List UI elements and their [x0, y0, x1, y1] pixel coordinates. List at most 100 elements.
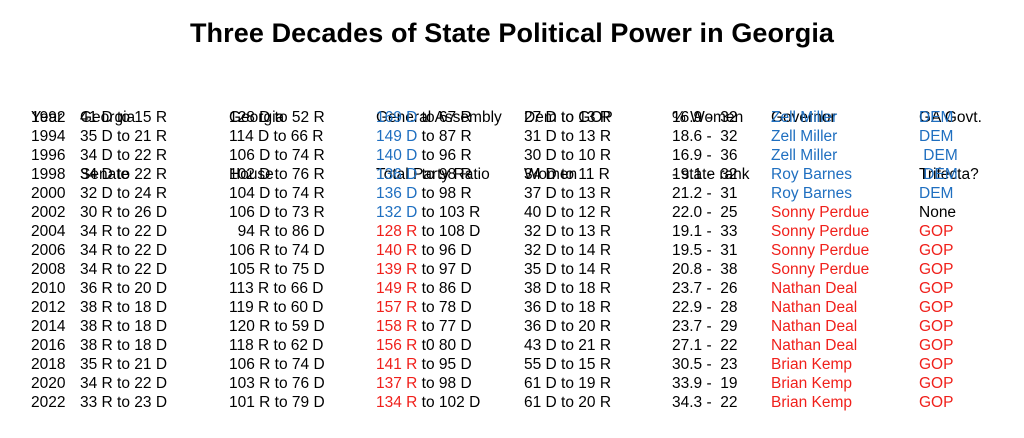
- table-row: 2018 35 R to 21 D 106 R to 74 D 141 R to 95…: [0, 355, 1024, 374]
- assembly-minority: to 103 R: [417, 204, 481, 221]
- table-row: 2012 38 R to 18 D 119 R to 60 D 157 R to 78…: [0, 298, 1024, 317]
- trifecta-cell: GOP: [919, 299, 954, 316]
- assembly-majority: 128 R: [376, 223, 418, 240]
- senate-cell: 34 R to 22 D: [80, 261, 168, 278]
- header-assembly-line-2: Total Party Ratio: [376, 166, 490, 183]
- governor-cell: Nathan Deal: [771, 337, 858, 354]
- assembly-minority: to 78 D: [417, 299, 472, 316]
- trifecta-cell: DEM: [919, 147, 958, 164]
- house-cell: 101 R to 79 D: [229, 394, 325, 411]
- governor-cell: Roy Barnes: [771, 166, 852, 183]
- pct-rank-cell: 19.1 - 32: [672, 166, 738, 183]
- house-cell: 119 R to 60 D: [229, 299, 324, 316]
- assembly-minority: to 96 D: [417, 242, 472, 259]
- year-cell: 2022: [31, 394, 66, 411]
- senate-cell: 41 D to 15 R: [80, 109, 168, 126]
- assembly-cell: 140 R to 96 D: [376, 241, 472, 260]
- pct-rank-cell: 27.1 - 22: [672, 337, 738, 354]
- table-row: 1996 34 D to 22 R 106 D to 74 R 140 D to 96…: [0, 146, 1024, 165]
- assembly-majority: 139 R: [376, 261, 418, 278]
- house-cell: 103 R to 76 D: [229, 375, 325, 392]
- house-cell: 106 R to 74 D: [229, 356, 325, 373]
- year-cell: 2012: [31, 299, 66, 316]
- assembly-majority: 134 R: [376, 394, 418, 411]
- header-senate: Georgia Senate: [80, 70, 135, 222]
- table-row: 2014 38 R to 18 D 120 R to 59 D 158 R to 77…: [0, 317, 1024, 336]
- trifecta-cell: GOP: [919, 242, 954, 259]
- house-cell: 114 D to 66 R: [229, 128, 324, 145]
- house-cell: 105 R to 75 D: [229, 261, 325, 278]
- pct-rank-cell: 19.1 - 33: [672, 223, 738, 240]
- year-cell: 2002: [31, 204, 66, 221]
- header-row: Year Georgia Senate Georgia House Genera…: [0, 70, 1024, 183]
- header-house-line-2: House: [229, 166, 274, 183]
- assembly-majority: 158 R: [376, 318, 418, 335]
- trifecta-cell: DEM: [919, 185, 954, 202]
- assembly-majority: 137 R: [376, 375, 418, 392]
- year-cell: 2008: [31, 261, 66, 278]
- senate-cell: 34 R to 22 D: [80, 242, 168, 259]
- assembly-minority: to 98 R: [417, 185, 472, 202]
- header-year: Year: [31, 70, 62, 165]
- table-row: 2022 33 R to 23 D 101 R to 79 D 134 R to 10…: [0, 393, 1024, 412]
- governor-cell: Brian Kemp: [771, 356, 852, 373]
- year-cell: 2020: [31, 375, 66, 392]
- women-cell: 31 D to 13 R: [524, 128, 612, 145]
- power-table: Year Georgia Senate Georgia House Genera…: [0, 70, 1024, 412]
- women-cell: 40 D to 12 R: [524, 204, 612, 221]
- governor-cell: Brian Kemp: [771, 375, 852, 392]
- women-cell: 61 D to 19 R: [524, 375, 612, 392]
- pct-rank-cell: 21.2 - 31: [672, 185, 738, 202]
- header-governor-line-1: Governor: [771, 109, 836, 126]
- governor-cell: Sonny Perdue: [771, 242, 870, 259]
- pct-rank-cell: 34.3 - 22: [672, 394, 738, 411]
- governor-cell: Sonny Perdue: [771, 261, 870, 278]
- governor-cell: Zell Miller: [771, 147, 838, 164]
- year-cell: 2014: [31, 318, 66, 335]
- house-cell: 102 D to 76 R: [229, 166, 325, 183]
- assembly-cell: 136 D to 98 R: [376, 184, 472, 203]
- table-row: 2006 34 R to 22 D 106 R to 74 D 140 R to 96…: [0, 241, 1024, 260]
- year-cell: 2006: [31, 242, 66, 259]
- women-cell: 55 D to 15 R: [524, 356, 612, 373]
- trifecta-cell: GOP: [919, 375, 954, 392]
- trifecta-cell: None: [919, 204, 957, 221]
- assembly-cell: 134 R to 102 D: [376, 393, 480, 412]
- pct-rank-cell: 23.7 - 29: [672, 318, 738, 335]
- assembly-minority: to 77 D: [417, 318, 472, 335]
- house-cell: 106 D to 74 R: [229, 147, 325, 164]
- assembly-majority: 140 R: [376, 242, 418, 259]
- senate-cell: 38 R to 18 D: [80, 318, 168, 335]
- assembly-cell: 137 R to 98 D: [376, 374, 472, 393]
- house-cell: 118 R to 62 D: [229, 337, 324, 354]
- house-cell: 104 D to 74 R: [229, 185, 325, 202]
- header-assembly-line-1: General Assembly: [376, 109, 502, 126]
- trifecta-cell: GOP: [919, 318, 954, 335]
- senate-cell: 35 D to 21 R: [80, 128, 168, 145]
- year-cell: 1996: [31, 147, 66, 164]
- table-row: 1994 35 D to 21 R 114 D to 66 R 149 D to 87…: [0, 127, 1024, 146]
- trifecta-cell: DEM: [919, 166, 958, 183]
- header-pct-line-2: - state rank: [672, 166, 750, 183]
- assembly-cell: 128 R to 108 D: [376, 222, 480, 241]
- assembly-minority: to 86 D: [417, 280, 472, 297]
- senate-cell: 38 R to 18 D: [80, 299, 168, 316]
- governor-cell: Sonny Perdue: [771, 223, 870, 240]
- page-title: Three Decades of State Political Power i…: [189, 18, 835, 48]
- senate-cell: 34 R to 22 D: [80, 375, 168, 392]
- senate-cell: 34 R to 22 D: [80, 223, 168, 240]
- house-cell: 128 D to 52 R: [229, 109, 325, 126]
- table-row: 2008 34 R to 22 D 105 R to 75 D 139 R to 97…: [0, 260, 1024, 279]
- header-trifecta: GA Govt. Trifecta?: [919, 70, 982, 222]
- assembly-minority: to 98 R: [417, 166, 472, 183]
- assembly-minority: to 102 D: [417, 394, 481, 411]
- trifecta-cell: DEM: [919, 109, 954, 126]
- table-body: 1992 41 D to 15 R 128 D to 52 R 169 D to 67…: [0, 108, 1024, 412]
- pct-rank-cell: 22.0 - 25: [672, 204, 738, 221]
- assembly-minority: to 96 R: [417, 147, 472, 164]
- senate-cell: 34 D to 22 R: [80, 166, 168, 183]
- trifecta-cell: GOP: [919, 280, 954, 297]
- year-cell: 2004: [31, 223, 66, 240]
- trifecta-cell: GOP: [919, 337, 954, 354]
- assembly-cell: 132 D to 103 R: [376, 203, 480, 222]
